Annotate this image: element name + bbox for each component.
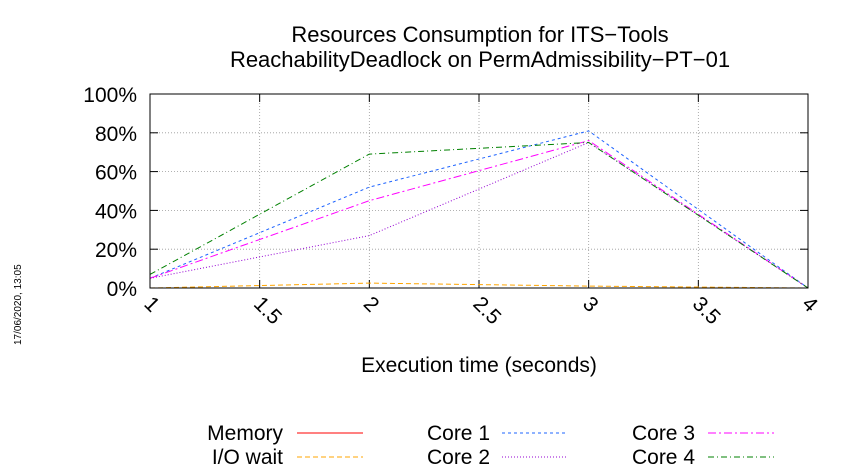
x-tick-label: 3	[578, 292, 603, 317]
series-line-i-o-wait	[149, 282, 809, 289]
y-tick-label: 20%	[95, 239, 137, 262]
timestamp: 17/06/2020, 13:05	[13, 264, 24, 345]
legend-label: Core 4	[632, 446, 695, 469]
legend-label: Core 3	[632, 422, 695, 445]
y-tick-label: 0%	[107, 278, 137, 301]
y-tick-label: 40%	[95, 200, 137, 223]
plot-frame	[149, 93, 809, 289]
x-tick-label: 3.5	[688, 292, 725, 329]
tick-labels: 0% 20% 40% 60% 80% 100% 1 1.5 2 2.5 3 3.5 4	[83, 84, 822, 329]
series-line-core-4	[149, 141, 809, 289]
x-axis-label: Execution time (seconds)	[361, 354, 597, 377]
series-line-core-1	[149, 130, 809, 289]
legend-label: Memory	[207, 422, 283, 445]
x-tick-label: 1	[139, 292, 164, 317]
y-tick-label: 80%	[95, 123, 137, 146]
legend-label: I/O wait	[212, 446, 283, 469]
x-tick-label: 2	[359, 292, 384, 317]
x-tick-label: 2.5	[468, 292, 505, 329]
series-line-core-2	[149, 141, 809, 289]
legend-label: Core 1	[427, 422, 490, 445]
y-tick-label: 100%	[83, 84, 137, 107]
grid	[149, 93, 809, 289]
x-tick-label: 1.5	[249, 292, 286, 329]
legend-label: Core 2	[427, 446, 490, 469]
x-tick-label: 4	[797, 292, 822, 317]
y-tick-label: 60%	[95, 162, 137, 185]
chart-title: Resources Consumption for ITS−Tools	[291, 22, 668, 47]
chart-subtitle: ReachabilityDeadlock on PermAdmissibilit…	[230, 47, 730, 72]
series-line-core-3	[149, 140, 809, 289]
